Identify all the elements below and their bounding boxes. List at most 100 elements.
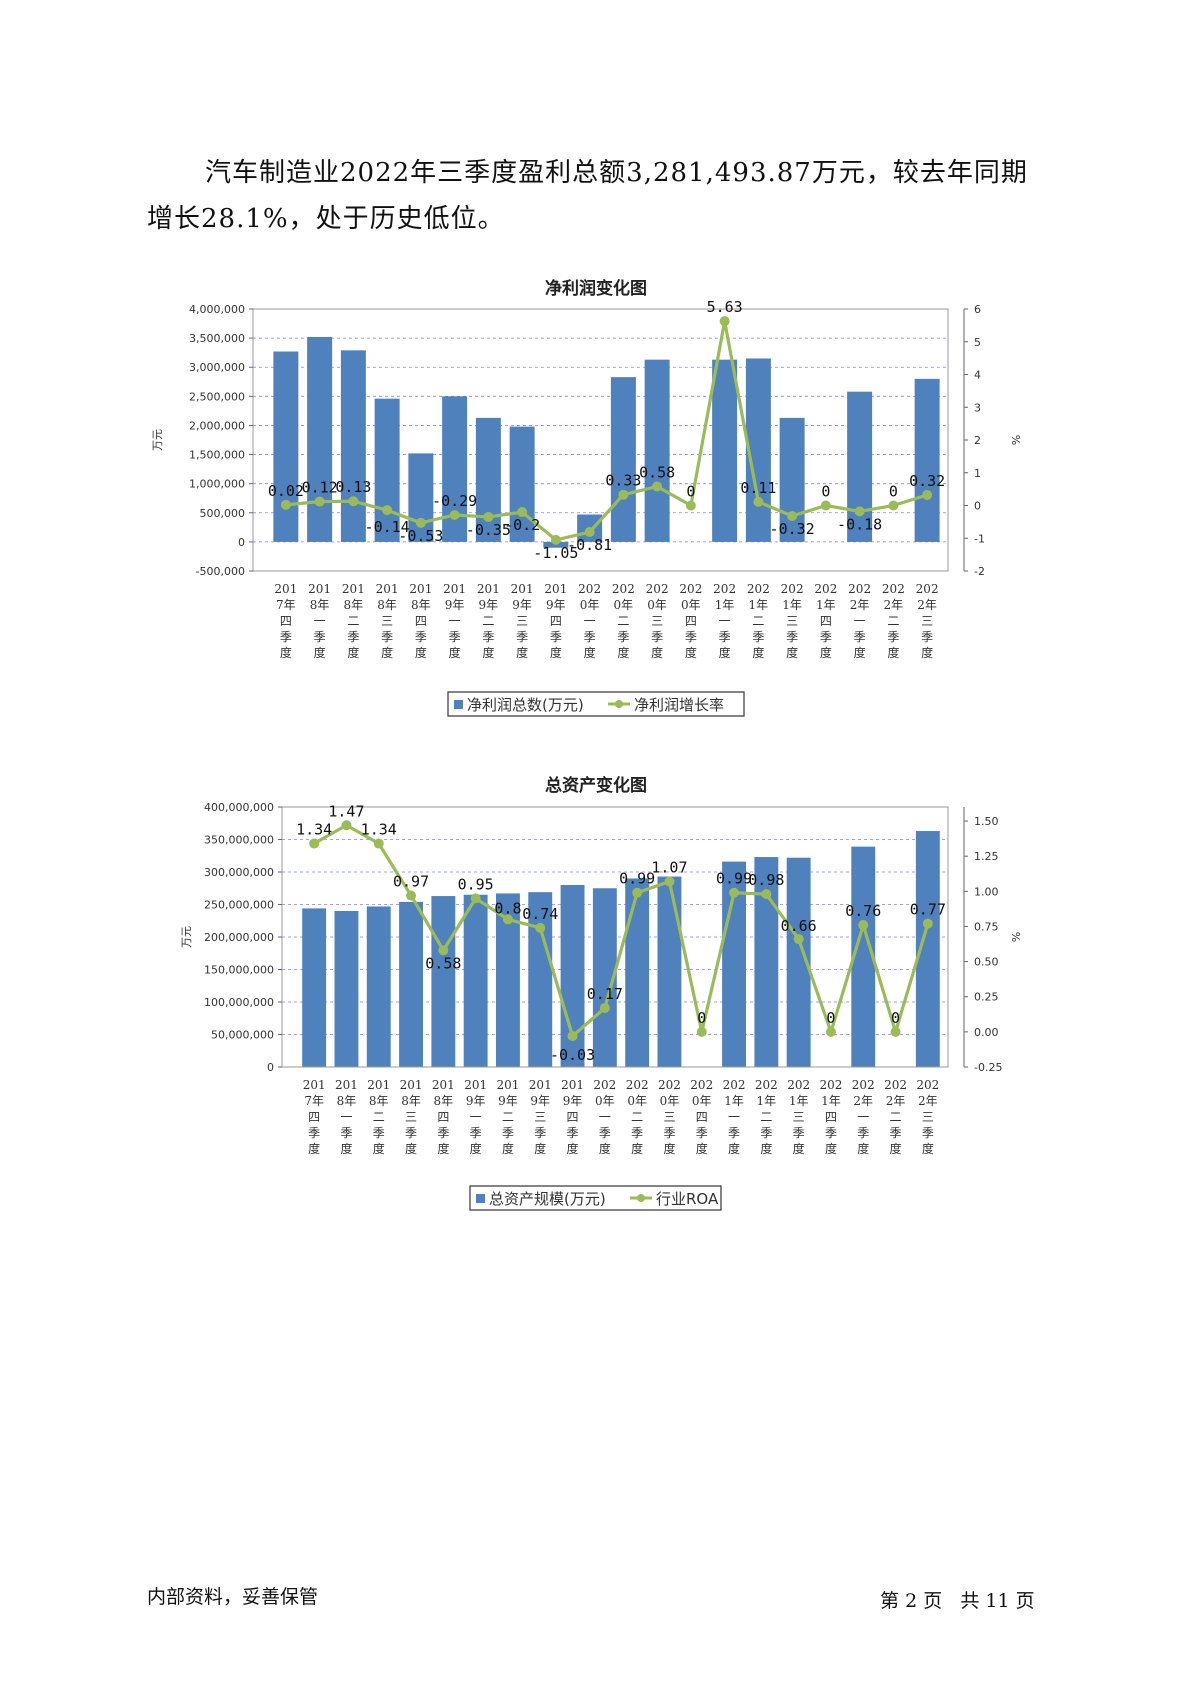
line-point [438,945,449,956]
data-label: 0.17 [587,985,623,1003]
page-indicator: 第 2 页 共 11 页 [880,1586,1035,1613]
bar [644,359,670,542]
line-point [922,918,933,929]
y2-tick-label: 2 [974,434,981,447]
bar [610,377,636,542]
y-tick-label: -500,000 [196,565,245,578]
data-label: 0.99 [716,870,752,888]
x-tick-label: 202 0年一季度 [593,1078,616,1156]
x-tick-label: 201 9年四季度 [561,1078,584,1156]
bar [340,350,366,542]
data-label: 0.11 [740,479,776,497]
legend-label-line: 净利润增长率 [634,696,724,714]
data-label: 0.58 [639,464,675,482]
x-tick-label: 202 0年二季度 [626,1078,649,1156]
line-series [313,823,930,1038]
legend-swatch-bar [476,1194,485,1203]
bar [334,911,359,1067]
y-tick-label: 500,000 [200,507,246,520]
bar [625,878,650,1067]
data-label: 1.07 [651,858,687,876]
data-label: 0.58 [425,954,461,972]
data-label: 0.33 [605,472,641,490]
x-tick-label: 202 0年四季度 [690,1078,713,1156]
data-label: -0.18 [837,515,882,533]
line-series [285,319,928,542]
y-tick-label: 0 [267,1061,274,1074]
data-label: 0.95 [458,875,494,893]
data-label: 0.02 [268,482,304,500]
x-tick-label: 201 7年四季度 [303,1078,326,1156]
x-tick-label: 201 9年三季度 [511,582,534,660]
x-tick-label: 201 9年二季度 [477,582,500,660]
y-tick-label: 2,000,000 [189,419,245,432]
bar [712,359,738,542]
line-point [685,500,696,511]
line-point [341,820,352,831]
x-tick-label: 202 2年二季度 [882,582,905,660]
bar [779,417,805,542]
data-label: 0 [821,483,830,501]
x-tick-label: 201 9年二季度 [496,1078,519,1156]
page-unit: 页 [923,1590,943,1612]
legend-swatch-point [615,700,623,708]
y-tick-label: 350,000,000 [204,834,274,847]
x-tick-label: 201 8年四季度 [432,1078,455,1156]
bar [431,896,456,1067]
x-tick-label: 201 8年一季度 [308,582,331,660]
data-label: -0.53 [398,527,443,545]
data-label: 0.8 [494,899,521,917]
data-label: -0.81 [567,536,612,554]
y2-tick-label: 4 [974,369,981,382]
y-tick-label: 1,500,000 [189,449,245,462]
x-tick-label: 202 0年三季度 [658,1078,681,1156]
data-label: -0.32 [770,520,815,538]
line-point [890,1026,901,1037]
legend-box [469,1185,722,1211]
line-point [664,876,675,887]
y2-tick-label: 0.50 [974,956,999,969]
data-label: 0.99 [619,870,655,888]
x-tick-label: 202 0年四季度 [679,582,702,660]
line-point [382,505,393,516]
y2-axis-label: % [1009,932,1022,942]
x-tick-label: 201 8年三季度 [376,582,399,660]
x-tick-label: 202 2年一季度 [852,1078,875,1156]
data-label: 0.98 [748,871,784,889]
x-tick-label: 202 1年四季度 [814,582,837,660]
y-tick-label: 2,500,000 [189,390,245,403]
y-tick-label: 400,000,000 [204,801,274,814]
y-tick-label: 150,000,000 [204,964,274,977]
x-tick-label: 201 8年二季度 [367,1078,390,1156]
data-label: 0.12 [302,479,338,497]
bar [273,351,299,542]
y2-tick-label: 1 [974,467,981,480]
line-point [854,506,865,517]
y-axis-label: 万元 [151,429,164,451]
data-label: -0.2 [504,516,540,534]
bar [463,894,488,1067]
line-point [309,838,320,849]
legend-label-line: 行业ROA [656,1190,719,1208]
data-label: 0.97 [393,873,429,891]
net-profit-chart: 4,000,000 3,500,000 3,000,000 2,500,000 2,00… [151,298,1022,717]
y-tick-label: 3,000,000 [189,361,245,374]
data-label: 0.66 [781,917,817,935]
data-label: -0.35 [466,521,511,539]
line-point [632,887,643,898]
x-tick-label: 201 9年四季度 [544,582,567,660]
y-tick-label: 250,000,000 [204,899,274,912]
x-tick-label: 202 2年三季度 [916,582,939,660]
legend-box [447,691,745,717]
data-label: 0.77 [910,901,946,919]
x-tick-label: 201 8年二季度 [342,582,365,660]
data-label: 0 [697,1009,706,1027]
total-unit: 页 [1015,1590,1035,1612]
y2-tick-label: 0.25 [974,991,999,1004]
y-tick-label: 50,000,000 [211,1029,274,1042]
data-label: -0.29 [432,492,477,510]
page-prefix: 第 [880,1590,900,1612]
data-label: 0.13 [335,478,371,496]
x-tick-label: 202 0年三季度 [646,582,669,660]
x-tick-label: 201 7年四季度 [274,582,297,660]
